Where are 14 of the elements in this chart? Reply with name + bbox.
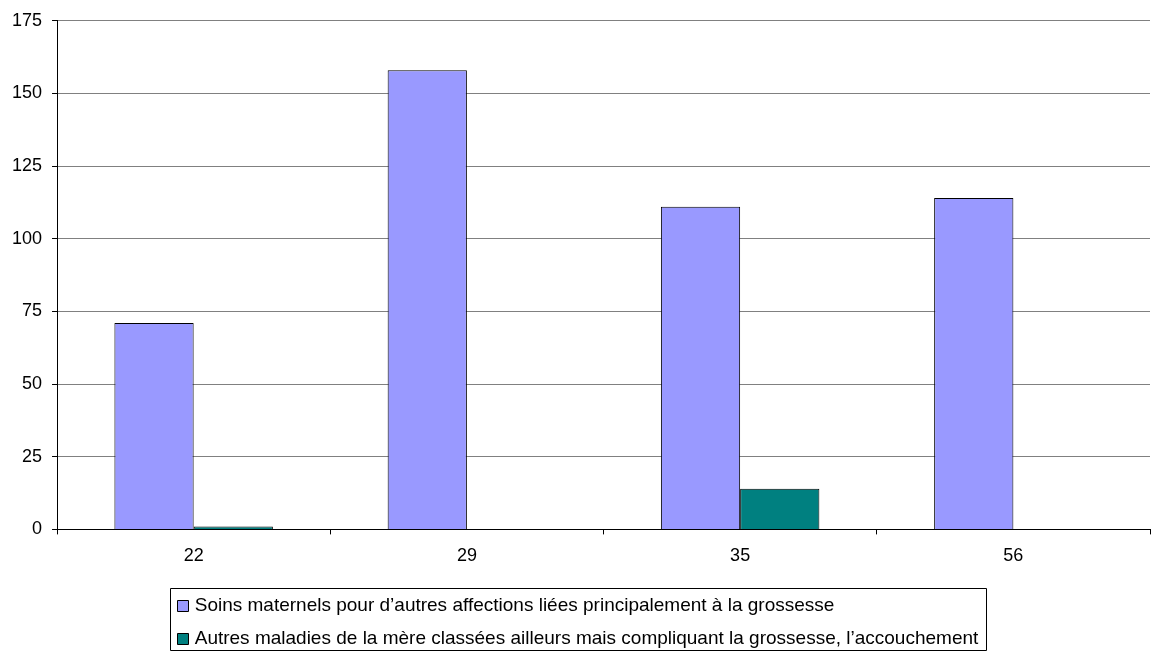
legend-label: Soins maternels pour d’autres affections liées principalement à la grossesse bbox=[194, 593, 835, 615]
y-tick-label: 125 bbox=[11, 155, 43, 176]
x-tick-label: 22 bbox=[183, 545, 204, 566]
x-tick-label: 29 bbox=[456, 545, 477, 566]
y-tick-label: 175 bbox=[11, 9, 43, 30]
y-tick-label: 25 bbox=[22, 445, 43, 466]
legend-label: Autres maladies de la mère classées ailleurs mais compliquant la grossesse, l’accouchement bbox=[194, 626, 980, 648]
y-tick-label: 75 bbox=[22, 300, 43, 321]
y-tick-label: 0 bbox=[32, 518, 43, 539]
x-tick-label: 35 bbox=[730, 545, 751, 566]
y-tick-label: 150 bbox=[11, 82, 43, 103]
y-tick-label: 50 bbox=[22, 373, 43, 394]
y-tick-label: 100 bbox=[11, 227, 43, 248]
x-tick-label: 56 bbox=[1003, 545, 1024, 566]
